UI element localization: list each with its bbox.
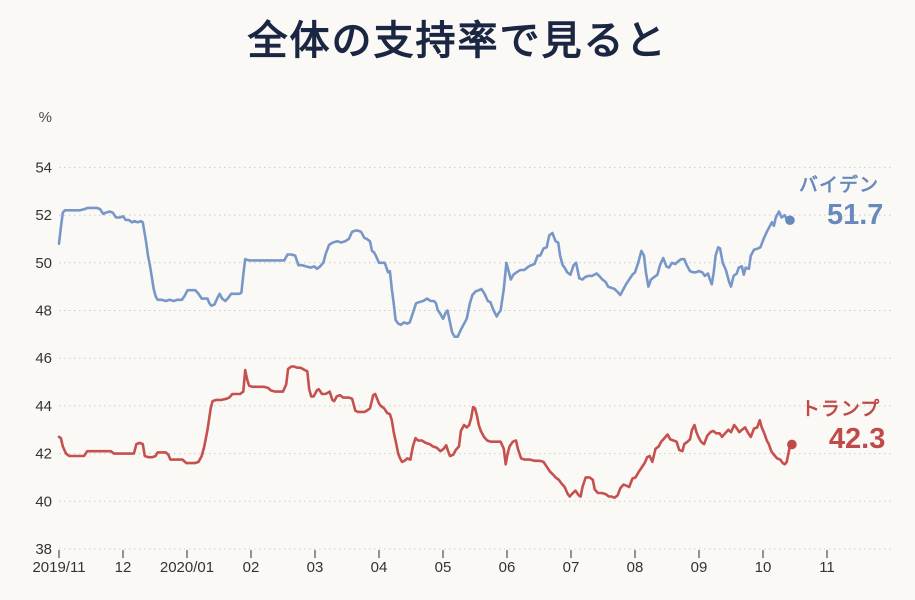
x-tick-label: 2020/01 <box>160 559 214 576</box>
x-tick-label: 04 <box>371 559 388 576</box>
x-tick-label: 2019/11 <box>32 559 85 576</box>
biden-series-line <box>57 206 790 339</box>
x-tick-label: 09 <box>691 559 708 576</box>
y-tick-label: 40 <box>35 493 52 510</box>
x-tick-label: 08 <box>627 559 644 576</box>
trump-end-dot <box>787 439 797 450</box>
y-tick-label: 54 <box>35 159 52 176</box>
x-tick-label: 06 <box>499 559 516 576</box>
x-tick-label: 12 <box>115 559 132 576</box>
trump-series-line <box>57 365 792 500</box>
x-tick-label: 03 <box>307 559 324 576</box>
trump-end-value-label: 42.3 <box>828 423 886 456</box>
biden-series-name-label: バイデン <box>798 175 879 197</box>
y-axis-unit-label: % <box>38 109 52 126</box>
x-tick-label: 10 <box>755 559 772 576</box>
biden-end-dot <box>785 215 795 226</box>
y-tick-label: 46 <box>35 350 52 367</box>
y-tick-label: 44 <box>35 398 52 415</box>
x-tick-label: 07 <box>563 559 580 576</box>
y-tick-label: 42 <box>35 446 52 463</box>
x-tick-label: 11 <box>819 559 835 576</box>
y-tick-label: 38 <box>35 541 52 558</box>
chart-title: 全体の支持率で見ると <box>247 19 668 63</box>
y-tick-label: 52 <box>35 207 52 224</box>
x-tick-label: 02 <box>243 559 260 576</box>
x-tick-label: 05 <box>435 559 452 576</box>
trump-series-name-label: トランプ <box>800 399 881 421</box>
biden-end-value-label: 51.7 <box>826 199 884 232</box>
y-tick-label: 50 <box>35 255 52 272</box>
y-tick-label: 48 <box>35 303 52 320</box>
